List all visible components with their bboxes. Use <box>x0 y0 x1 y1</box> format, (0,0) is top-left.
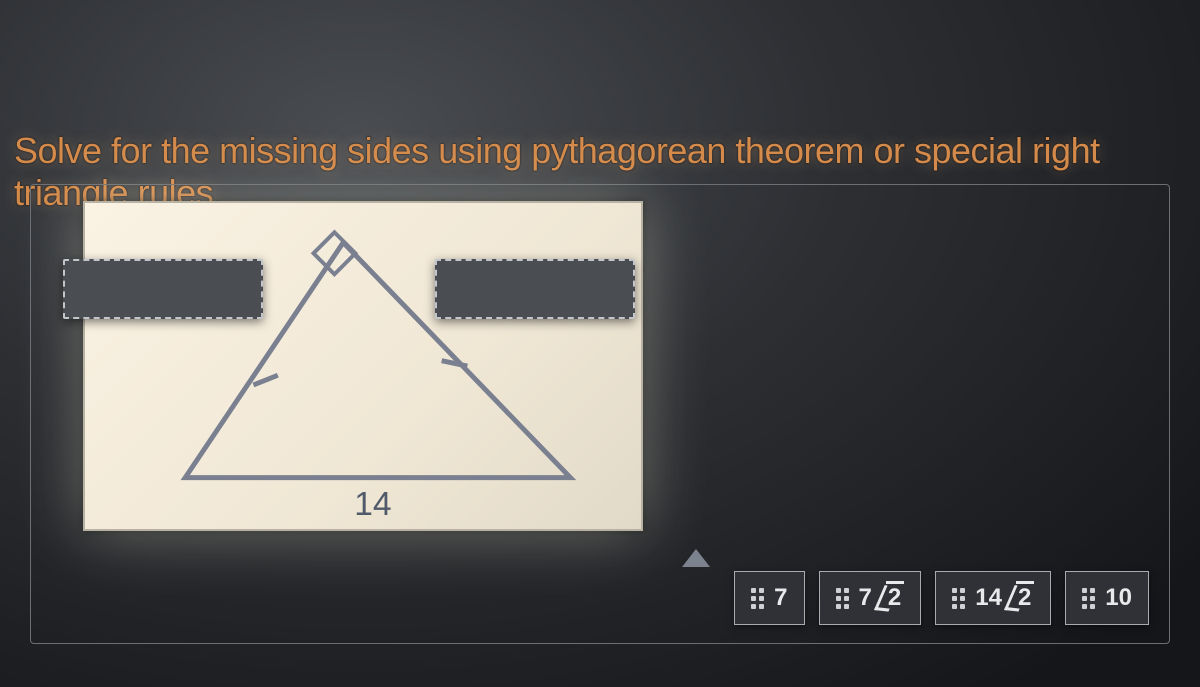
grip-icon <box>1082 588 1095 609</box>
answer-bank: 7 72 142 10 <box>682 571 1149 625</box>
dropzone-left[interactable] <box>63 259 263 319</box>
dropzone-right[interactable] <box>435 259 635 319</box>
answer-tile-0[interactable]: 7 <box>734 571 804 625</box>
answer-tile-label: 10 <box>1105 584 1132 612</box>
answer-tile-1[interactable]: 72 <box>819 571 922 625</box>
answer-tile-2[interactable]: 142 <box>935 571 1051 625</box>
grip-icon <box>751 588 764 609</box>
answer-tile-label: 7 <box>774 584 787 612</box>
grip-icon <box>952 588 965 609</box>
caret-up-icon <box>682 549 710 567</box>
base-label: 14 <box>354 486 391 523</box>
grip-icon <box>836 588 849 609</box>
answer-tile-label: 142 <box>975 584 1034 612</box>
answer-tile-3[interactable]: 10 <box>1065 571 1149 625</box>
answer-tile-label: 72 <box>859 584 905 612</box>
work-panel: 14 7 72 142 10 <box>30 184 1170 644</box>
triangle-figure: 14 <box>83 201 643 531</box>
